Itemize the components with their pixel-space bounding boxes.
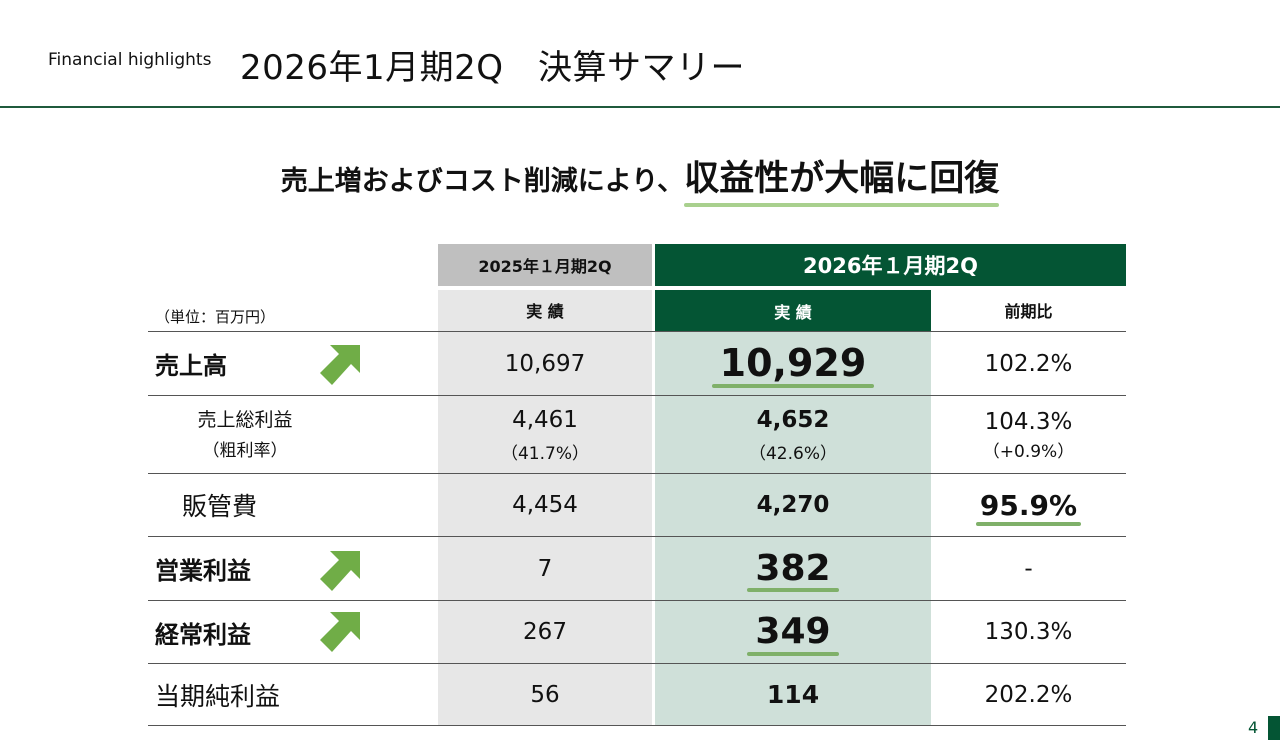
prev-period-column-bg: [438, 290, 652, 726]
value-text: 4,270: [756, 492, 830, 518]
row-label-net-income: 当期純利益: [155, 681, 281, 711]
table-rule: [148, 331, 1126, 332]
value-text: 4,461: [512, 406, 578, 433]
value-text: 95.9%: [975, 488, 1082, 526]
cell-sales-prev: 10,697: [438, 332, 652, 395]
yoy-header: 前期比: [1004, 302, 1053, 321]
value-text: 4,652: [756, 406, 830, 433]
section-label: Financial highlights: [48, 50, 212, 70]
cell-net-income-yoy: 202.2%: [931, 664, 1126, 725]
table-rule: [148, 725, 1126, 726]
value-text: -: [1024, 555, 1033, 582]
value-text: 4,454: [512, 492, 578, 518]
row-label-ordinary-profit: 経常利益: [155, 620, 251, 649]
current-period-column-bg: [655, 332, 931, 726]
row-label-sga: 販管費: [182, 492, 258, 521]
value-text: 114: [766, 680, 820, 709]
value-text: 104.3%: [984, 408, 1073, 435]
page-number: 4: [1248, 718, 1259, 737]
cell-sales-cur: 10,929: [655, 332, 931, 395]
value-subtext: （+0.9%）: [982, 441, 1075, 462]
row-label-sales: 売上高: [155, 352, 227, 380]
label-text: 売上総利益: [197, 409, 293, 431]
cell-sga-cur: 4,270: [655, 474, 931, 536]
table-rule: [148, 395, 1126, 396]
current-actual-header: 実 績: [655, 290, 931, 332]
cell-sga-prev: 4,454: [438, 474, 652, 536]
headline-emphasis: 収益性が大幅に回復: [684, 150, 1000, 207]
row-label-operating-profit: 営業利益: [155, 557, 251, 585]
prev-period-header: 2025年１月期2Q: [438, 244, 652, 286]
cell-ordinary-profit-prev: 267: [438, 601, 652, 663]
prev-actual-header: 実 績: [526, 302, 564, 321]
page-title: 2026年1月期2Q 決算サマリー: [240, 48, 746, 88]
header-divider: [0, 106, 1280, 108]
cell-operating-profit-prev: 7: [438, 537, 652, 600]
up-arrow-icon: [320, 345, 360, 385]
value-subtext: （42.6%）: [748, 443, 837, 464]
label-subtext: （粗利率）: [202, 441, 288, 461]
cell-gross-profit-cur: 4,652 （42.6%）: [655, 398, 931, 472]
current-period-header: 2026年１月期2Q: [655, 244, 1126, 286]
cell-ordinary-profit-cur: 349: [655, 601, 931, 663]
up-arrow-icon: [320, 551, 360, 591]
value-text: 102.2%: [984, 350, 1073, 377]
value-text: 349: [747, 611, 839, 656]
cell-sga-yoy: 95.9%: [931, 474, 1126, 536]
cell-sales-yoy: 102.2%: [931, 332, 1126, 395]
table-rule: [148, 600, 1126, 601]
value-text: 202.2%: [984, 681, 1073, 708]
page-marker: [1268, 716, 1280, 740]
value-subtext: （41.7%）: [500, 443, 589, 464]
cell-gross-profit-prev: 4,461 （41.7%）: [438, 398, 652, 472]
value-text: 267: [523, 619, 567, 645]
row-label-gross-profit: 売上総利益 （粗利率）: [160, 400, 330, 466]
table-rule: [148, 663, 1126, 664]
cell-gross-profit-yoy: 104.3% （+0.9%）: [931, 398, 1126, 472]
headline-text: 売上増およびコスト削減により、: [280, 166, 685, 197]
value-text: 56: [530, 681, 560, 708]
value-text: 7: [537, 555, 553, 582]
cell-operating-profit-yoy: -: [931, 537, 1126, 600]
up-arrow-icon: [320, 612, 360, 652]
cell-net-income-prev: 56: [438, 664, 652, 725]
value-text: 10,697: [504, 350, 586, 377]
cell-net-income-cur: 114: [655, 664, 931, 725]
value-text: 130.3%: [984, 619, 1073, 645]
table-rule: [148, 536, 1126, 537]
value-text: 10,929: [711, 340, 874, 389]
headline: 売上増およびコスト削減により、収益性が大幅に回復: [0, 150, 1280, 207]
unit-label: （単位：百万円）: [155, 308, 276, 326]
value-text: 382: [747, 547, 839, 592]
table-rule: [148, 473, 1126, 474]
cell-operating-profit-cur: 382: [655, 537, 931, 600]
cell-ordinary-profit-yoy: 130.3%: [931, 601, 1126, 663]
